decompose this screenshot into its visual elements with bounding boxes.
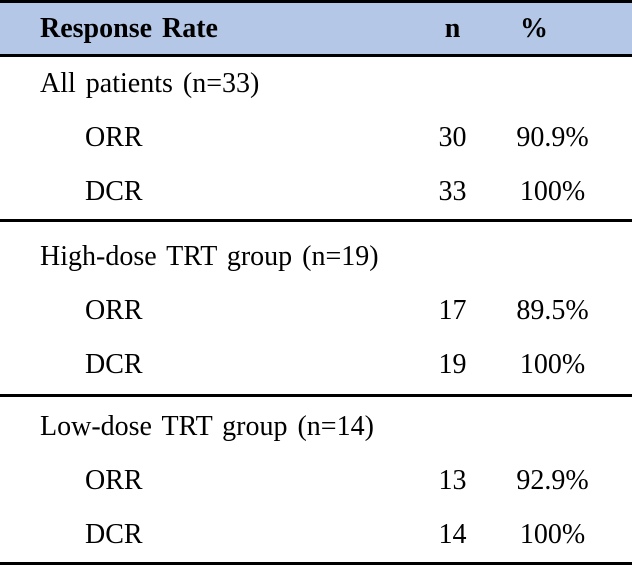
row-percent-value: 100% bbox=[519, 349, 586, 380]
row-percent-value: 100% bbox=[519, 176, 586, 207]
row-label: ORR bbox=[85, 295, 143, 326]
table-row: DCR 14 100% bbox=[0, 508, 632, 562]
table-row: DCR 19 100% bbox=[0, 338, 632, 392]
header-response-rate: Response Rate bbox=[40, 13, 218, 44]
section-low-dose: Low-dose TRT group (n=14) ORR 13 92.9% D… bbox=[0, 397, 632, 562]
section-high-dose: High-dose TRT group (n=19) ORR 17 89.5% … bbox=[0, 222, 632, 397]
row-label: DCR bbox=[85, 176, 143, 207]
table-row: ORR 17 89.5% bbox=[0, 284, 632, 338]
row-n-value: 17 bbox=[438, 295, 467, 326]
row-percent-value: 89.5% bbox=[516, 295, 589, 326]
table-row: DCR 33 100% bbox=[0, 165, 632, 219]
row-label: ORR bbox=[85, 122, 143, 153]
row-percent-value: 90.9% bbox=[516, 122, 589, 153]
group-title-row: All patients (n=33) bbox=[0, 57, 632, 111]
row-percent-value: 100% bbox=[519, 519, 586, 550]
header-n: n bbox=[444, 13, 461, 44]
row-label: DCR bbox=[85, 349, 143, 380]
row-label: ORR bbox=[85, 465, 143, 496]
row-percent-value: 92.9% bbox=[516, 465, 589, 496]
group-title: High-dose TRT group (n=19) bbox=[40, 241, 379, 272]
group-title-row: High-dose TRT group (n=19) bbox=[0, 230, 632, 284]
table-row: ORR 13 92.9% bbox=[0, 454, 632, 508]
row-n-value: 33 bbox=[438, 176, 467, 207]
header-percent: % bbox=[520, 13, 548, 44]
row-n-value: 19 bbox=[438, 349, 467, 380]
table-header-row: Response Rate n % bbox=[0, 3, 632, 57]
row-n-value: 13 bbox=[438, 465, 467, 496]
group-title: Low-dose TRT group (n=14) bbox=[40, 411, 374, 442]
table-row: ORR 30 90.9% bbox=[0, 111, 632, 165]
row-n-value: 14 bbox=[438, 519, 467, 550]
group-title-row: Low-dose TRT group (n=14) bbox=[0, 400, 632, 454]
row-n-value: 30 bbox=[438, 122, 467, 153]
group-title: All patients (n=33) bbox=[40, 68, 260, 99]
section-all-patients: All patients (n=33) ORR 30 90.9% DCR 33 … bbox=[0, 57, 632, 222]
row-label: DCR bbox=[85, 519, 143, 550]
